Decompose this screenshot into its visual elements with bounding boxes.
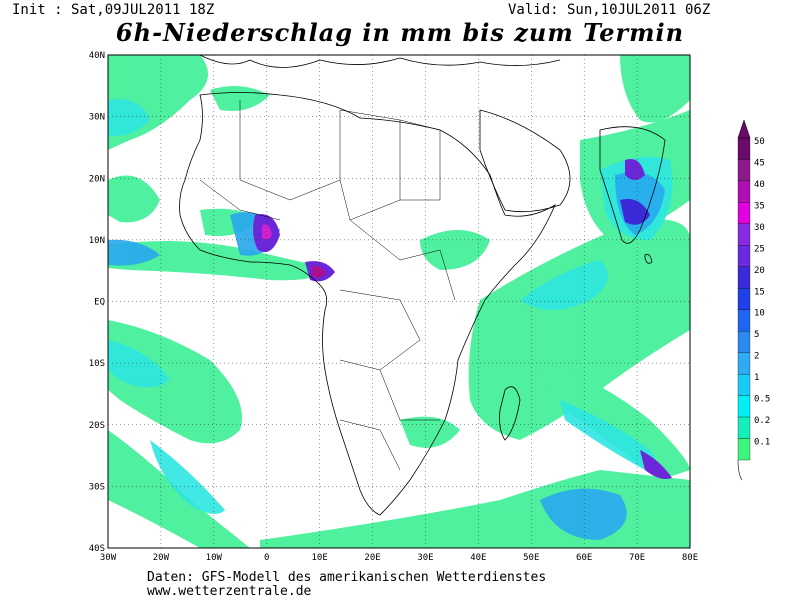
lon-tick-label: 20W — [153, 553, 170, 563]
lat-tick-label: 30S — [89, 482, 105, 492]
colorbar-label: 45 — [754, 158, 765, 168]
colorbar-label: 15 — [754, 287, 765, 297]
lat-tick-label: 20S — [89, 421, 105, 431]
map-title: 6h-Niederschlag in mm bis zum Termin — [115, 18, 685, 47]
colorbar-label: 40 — [754, 180, 765, 190]
colorbar-swatch — [737, 331, 751, 353]
colorbar-legend: 50 45 40 35 30 25 20 15 10 5 2 1 0.5 0.2 0.1 — [737, 119, 770, 481]
colorbar-swatch — [737, 438, 751, 461]
colorbar-top-arrow — [737, 119, 751, 139]
init-time-label: Init : Sat,09JUL2011 18Z — [12, 2, 215, 18]
colorbar-swatch — [737, 416, 751, 439]
colorbar-swatch — [737, 309, 751, 332]
colorbar-label: 0.1 — [754, 438, 770, 448]
colorbar-label: 1 — [754, 373, 759, 383]
website-credit: www.wetterzentrale.de — [147, 584, 312, 599]
colorbar-label: 0.2 — [754, 416, 770, 426]
colorbar-label: 10 — [754, 309, 765, 319]
graticule-grid — [108, 55, 690, 548]
valid-time-label: Valid: Sun,10JUL2011 06Z — [508, 2, 711, 18]
colorbar-swatch — [737, 202, 751, 225]
colorbar-swatch — [737, 395, 751, 418]
colorbar-swatch — [737, 159, 751, 182]
data-source-credit: Daten: GFS-Modell des amerikanischen Wet… — [147, 570, 547, 585]
colorbar-label: 30 — [754, 223, 765, 233]
coastlines — [179, 55, 666, 516]
lon-tick-label: 10E — [312, 553, 328, 563]
colorbar-label: 25 — [754, 244, 765, 254]
lon-tick-label: 60E — [576, 553, 592, 563]
lon-tick-label: 80E — [682, 553, 698, 563]
lon-tick-label: 30W — [100, 553, 117, 563]
lat-tick-label: 10S — [89, 359, 105, 369]
colorbar-label: 50 — [754, 137, 765, 147]
colorbar-swatch — [737, 245, 751, 267]
colorbar-label: 2 — [754, 352, 759, 362]
lat-tick-label: 40S — [89, 544, 105, 554]
colorbar-label: 5 — [754, 330, 759, 340]
colorbar-swatch — [737, 266, 751, 289]
lat-tick-label: EQ — [94, 298, 105, 308]
lat-tick-label: 40N — [89, 51, 105, 61]
lon-tick-label: 30E — [417, 553, 433, 563]
colorbar-swatch — [737, 180, 751, 203]
lon-tick-label: 0 — [264, 553, 269, 563]
colorbar-swatch — [737, 223, 751, 246]
lon-tick-label: 10W — [206, 553, 223, 563]
colorbar-label: 0.5 — [754, 395, 770, 405]
precip-heavy-areas — [253, 159, 672, 479]
colorbar-label: 35 — [754, 201, 765, 211]
lat-tick-label: 10N — [89, 236, 105, 246]
colorbar-label: 20 — [754, 266, 765, 276]
colorbar-swatch — [737, 352, 751, 375]
lat-tick-label: 30N — [89, 113, 105, 123]
country-borders — [199, 100, 456, 471]
colorbar-swatch — [737, 288, 751, 310]
lat-tick-label: 20N — [89, 174, 105, 184]
colorbar-swatch — [737, 373, 751, 396]
lon-tick-label: 70E — [629, 553, 645, 563]
lon-tick-label: 40E — [470, 553, 486, 563]
colorbar-swatch — [737, 137, 751, 160]
axis-ticks: 30W 20W 10W 0 10E 20E 30E 40E 50E 60E 70E 80E 40N 30N… — [89, 51, 698, 563]
lon-tick-label: 50E — [523, 553, 539, 563]
lon-tick-label: 20E — [364, 553, 380, 563]
map-plot-area: 30W 20W 10W 0 10E 20E 30E 40E 50E 60E 70E 80E 40N 30N… — [89, 51, 698, 563]
colorbar-bottom-tail — [737, 459, 743, 481]
